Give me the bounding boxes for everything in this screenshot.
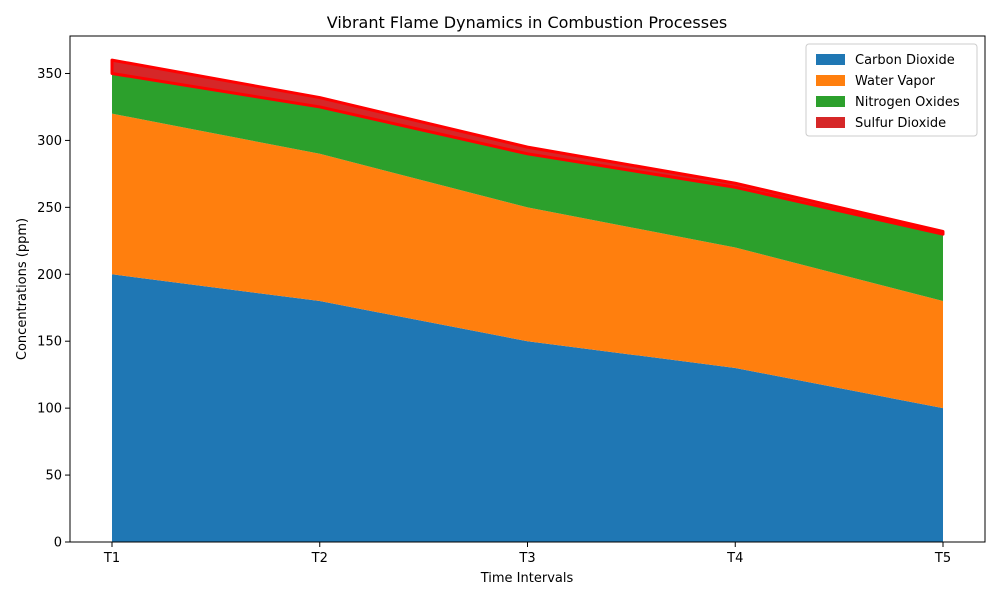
legend-box — [805, 43, 978, 137]
y-axis-ticks: 0 50 100 150 200 250 300 350 — [37, 67, 70, 551]
y-tick-label: 100 — [37, 402, 62, 417]
y-tick-label: 350 — [37, 67, 62, 82]
x-tick-label: T2 — [311, 551, 328, 566]
chart-title: Vibrant Flame Dynamics in Combustion Pro… — [327, 13, 728, 32]
y-tick-label: 50 — [45, 469, 62, 484]
legend-label-sulfur-dioxide: Sulfur Dioxide — [855, 116, 946, 131]
x-tick-label: T5 — [934, 551, 951, 566]
area-water-vapor — [112, 113, 943, 409]
legend-swatch-carbon-dioxide — [816, 54, 845, 65]
area-sulfur-dioxide — [110, 58, 945, 236]
y-tick-label: 0 — [54, 536, 62, 551]
y-tick-label: 150 — [37, 335, 62, 350]
y-tick-label: 200 — [37, 268, 62, 283]
x-axis-title: Time Intervals — [480, 571, 574, 586]
x-axis-ticks: T1 T2 T3 T4 T5 — [103, 542, 951, 566]
y-tick-label: 250 — [37, 201, 62, 216]
legend-label-water-vapor: Water Vapor — [855, 74, 936, 89]
legend: Carbon Dioxide Water Vapor Nitrogen Oxides… — [805, 43, 978, 137]
y-tick-label: 300 — [37, 134, 62, 149]
y-axis-title: Concentrations (ppm) — [15, 218, 30, 360]
area-carbon-dioxide — [112, 274, 943, 542]
area-nitrogen-oxides — [112, 73, 943, 302]
area-layers — [110, 58, 945, 542]
legend-swatch-sulfur-dioxide — [816, 117, 845, 128]
x-tick-label: T4 — [726, 551, 743, 566]
plot-frame — [69, 35, 986, 543]
x-tick-label: T1 — [103, 551, 120, 566]
legend-swatch-nitrogen-oxides — [816, 96, 845, 107]
legend-label-carbon-dioxide: Carbon Dioxide — [855, 53, 955, 68]
legend-label-nitrogen-oxides: Nitrogen Oxides — [855, 95, 960, 110]
x-tick-label: T3 — [518, 551, 535, 566]
legend-swatch-water-vapor — [816, 75, 845, 86]
